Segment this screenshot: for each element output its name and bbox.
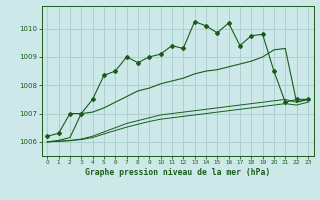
X-axis label: Graphe pression niveau de la mer (hPa): Graphe pression niveau de la mer (hPa) bbox=[85, 168, 270, 177]
